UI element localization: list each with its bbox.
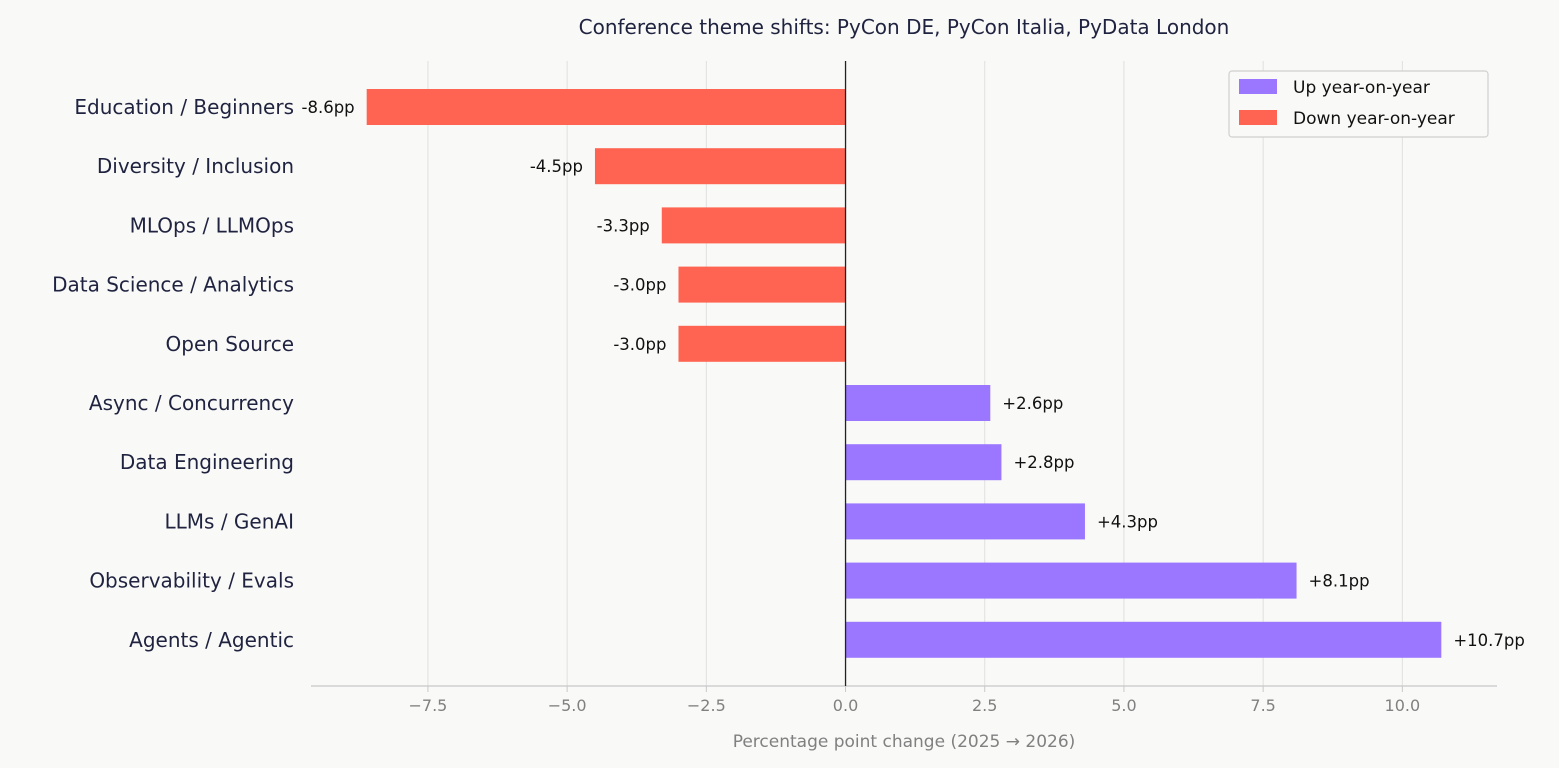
x-tick-label: 10.0 [1385, 696, 1421, 715]
value-label: +2.6pp [1002, 394, 1063, 413]
value-label: -8.6pp [302, 98, 355, 117]
category-label: Agents / Agentic [129, 628, 294, 652]
legend-label-down: Down year-on-year [1293, 109, 1455, 129]
legend-swatch-down [1239, 110, 1277, 125]
legend-label-up: Up year-on-year [1293, 78, 1430, 98]
x-axis-label: Percentage point change (2025 → 2026) [733, 732, 1076, 752]
value-label: +8.1pp [1309, 572, 1370, 591]
bar [678, 325, 846, 362]
x-tick-label: 7.5 [1250, 696, 1275, 715]
category-label: Open Source [166, 332, 294, 356]
x-tick-label: −5.0 [548, 696, 587, 715]
value-labels: -8.6pp -4.5pp -3.3pp -3.0pp -3.0pp +2.6pp +2.8… [302, 98, 1525, 650]
category-label: Data Engineering [120, 450, 294, 474]
category-label: Education / Beginners [74, 95, 294, 119]
legend: Up year-on-year Down year-on-year [1228, 70, 1489, 138]
bar [845, 503, 1085, 540]
category-label: Data Science / Analytics [52, 273, 294, 297]
category-label: Diversity / Inclusion [97, 154, 294, 178]
x-tick-label: −7.5 [408, 696, 447, 715]
x-axis: −7.5 −5.0 −2.5 0.0 2.5 5.0 7.5 10.0 [311, 61, 1497, 715]
bars [366, 89, 1442, 658]
bar [845, 621, 1442, 658]
legend-swatch-up [1239, 79, 1277, 94]
category-labels: Education / Beginners Diversity / Inclusi… [52, 95, 294, 652]
bar [845, 562, 1297, 599]
value-label: +10.7pp [1453, 631, 1525, 650]
x-tick-label: 5.0 [1111, 696, 1136, 715]
value-label: -3.0pp [613, 335, 666, 354]
value-label: +4.3pp [1097, 512, 1158, 531]
value-label: -3.3pp [597, 216, 650, 235]
value-label: -4.5pp [530, 157, 583, 176]
value-label: -3.0pp [613, 276, 666, 295]
legend-box [1228, 70, 1489, 138]
bar [366, 89, 846, 125]
x-tick-label: −2.5 [687, 696, 726, 715]
x-tick-label: 2.5 [972, 696, 997, 715]
category-label: Observability / Evals [89, 569, 294, 593]
category-label: MLOps / LLMOps [130, 213, 294, 237]
bar [845, 385, 991, 421]
value-label: +2.8pp [1013, 453, 1074, 472]
category-label: LLMs / GenAI [165, 509, 294, 533]
bar [845, 444, 1002, 481]
bar [678, 266, 846, 303]
x-tick-label: 0.0 [833, 696, 858, 715]
chart-title: Conference theme shifts: PyCon DE, PyCon… [579, 15, 1230, 39]
category-label: Async / Concurrency [89, 391, 294, 415]
bar [594, 148, 846, 185]
bar [661, 207, 846, 244]
